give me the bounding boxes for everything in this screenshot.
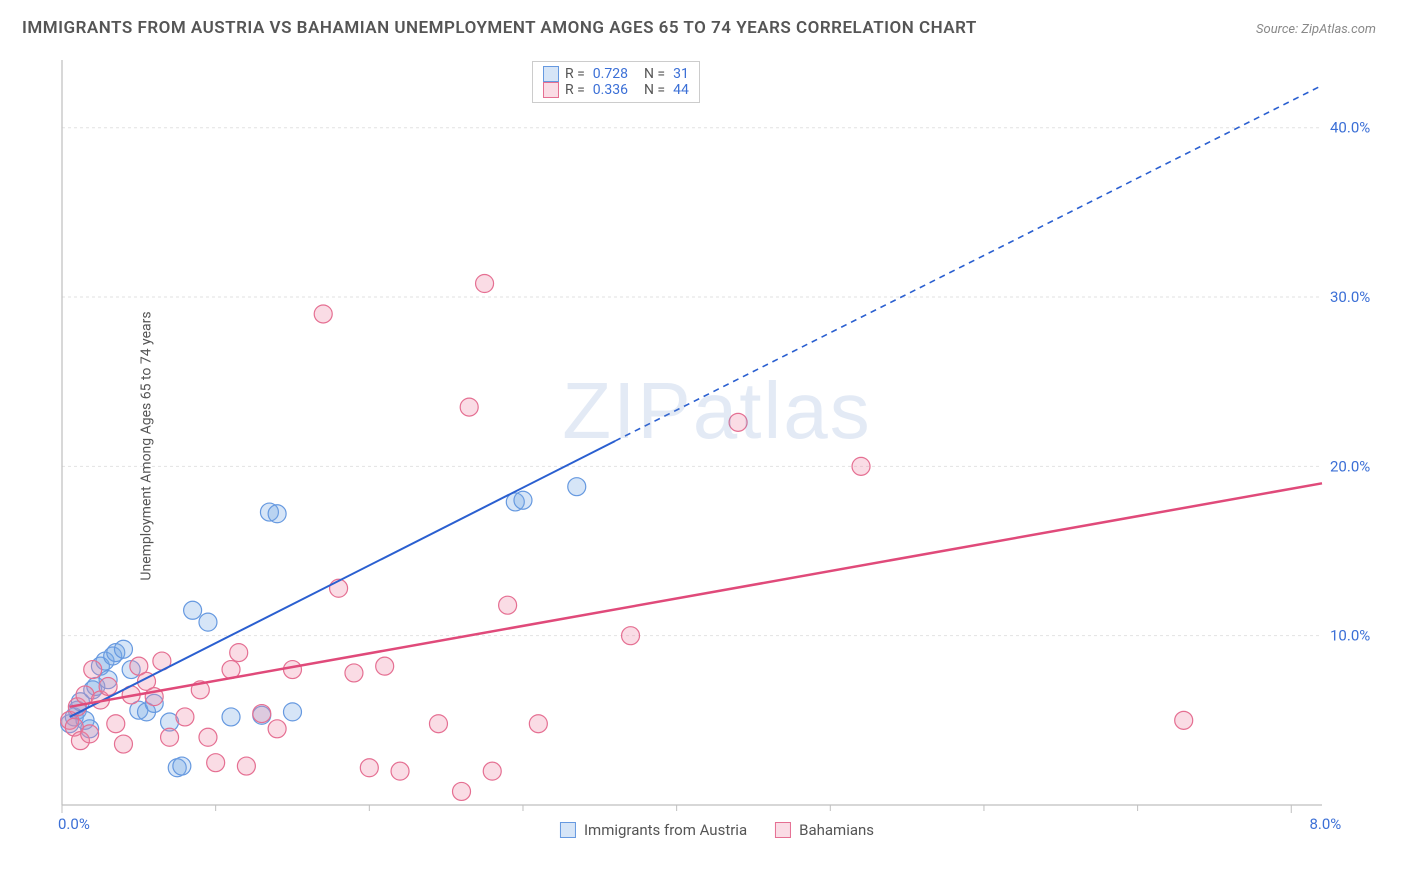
svg-text:10.0%: 10.0% [1330,627,1370,645]
swatch-icon [543,66,559,82]
swatch-icon [775,822,791,838]
svg-text:0.0%: 0.0% [58,815,90,833]
legend-item: Bahamians [775,821,874,839]
chart-svg: 10.0% 20.0% 30.0% 40.0% 0.0% 8.0% [52,55,1382,845]
legend-stats-row: R = 0.336 N = 44 [543,82,689,98]
legend-bottom: Immigrants from Austria Bahamians [560,821,874,839]
legend-label: Bahamians [799,821,874,839]
r-label: R = [565,66,585,82]
r-value: 0.336 [593,82,628,98]
legend-label: Immigrants from Austria [584,821,747,839]
svg-text:30.0%: 30.0% [1330,288,1370,306]
legend-stats-row: R = 0.728 N = 31 [543,66,689,82]
r-value: 0.728 [593,66,628,82]
plot-area: 10.0% 20.0% 30.0% 40.0% 0.0% 8.0% R = 0.728 N… [52,55,1382,845]
chart-title: IMMIGRANTS FROM AUSTRIA VS BAHAMIAN UNEM… [22,18,977,38]
legend-stats: R = 0.728 N = 31 R = 0.336 N = 44 [532,61,700,103]
swatch-icon [543,82,559,98]
svg-text:8.0%: 8.0% [1309,815,1341,833]
n-label: N = [644,66,665,82]
n-label: N = [644,82,665,98]
r-label: R = [565,82,585,98]
n-value: 31 [673,66,689,82]
n-value: 44 [673,82,689,98]
swatch-icon [560,822,576,838]
svg-text:20.0%: 20.0% [1330,457,1370,475]
source-label: Source: ZipAtlas.com [1256,22,1376,37]
svg-text:40.0%: 40.0% [1330,119,1370,137]
legend-item: Immigrants from Austria [560,821,747,839]
